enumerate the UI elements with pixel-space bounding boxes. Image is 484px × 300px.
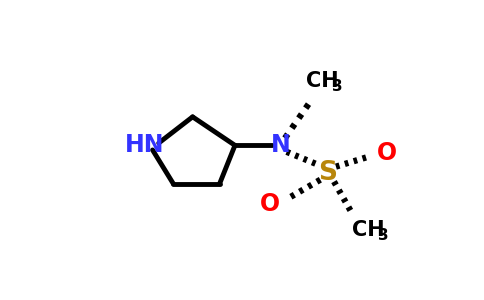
Text: CH: CH [306,71,338,91]
Text: CH: CH [352,220,384,240]
Text: 3: 3 [378,228,389,243]
Text: O: O [259,192,280,216]
Text: S: S [318,160,337,186]
Text: HN: HN [125,133,165,157]
Text: N: N [272,133,291,157]
Text: 3: 3 [332,79,343,94]
Text: O: O [378,141,397,165]
